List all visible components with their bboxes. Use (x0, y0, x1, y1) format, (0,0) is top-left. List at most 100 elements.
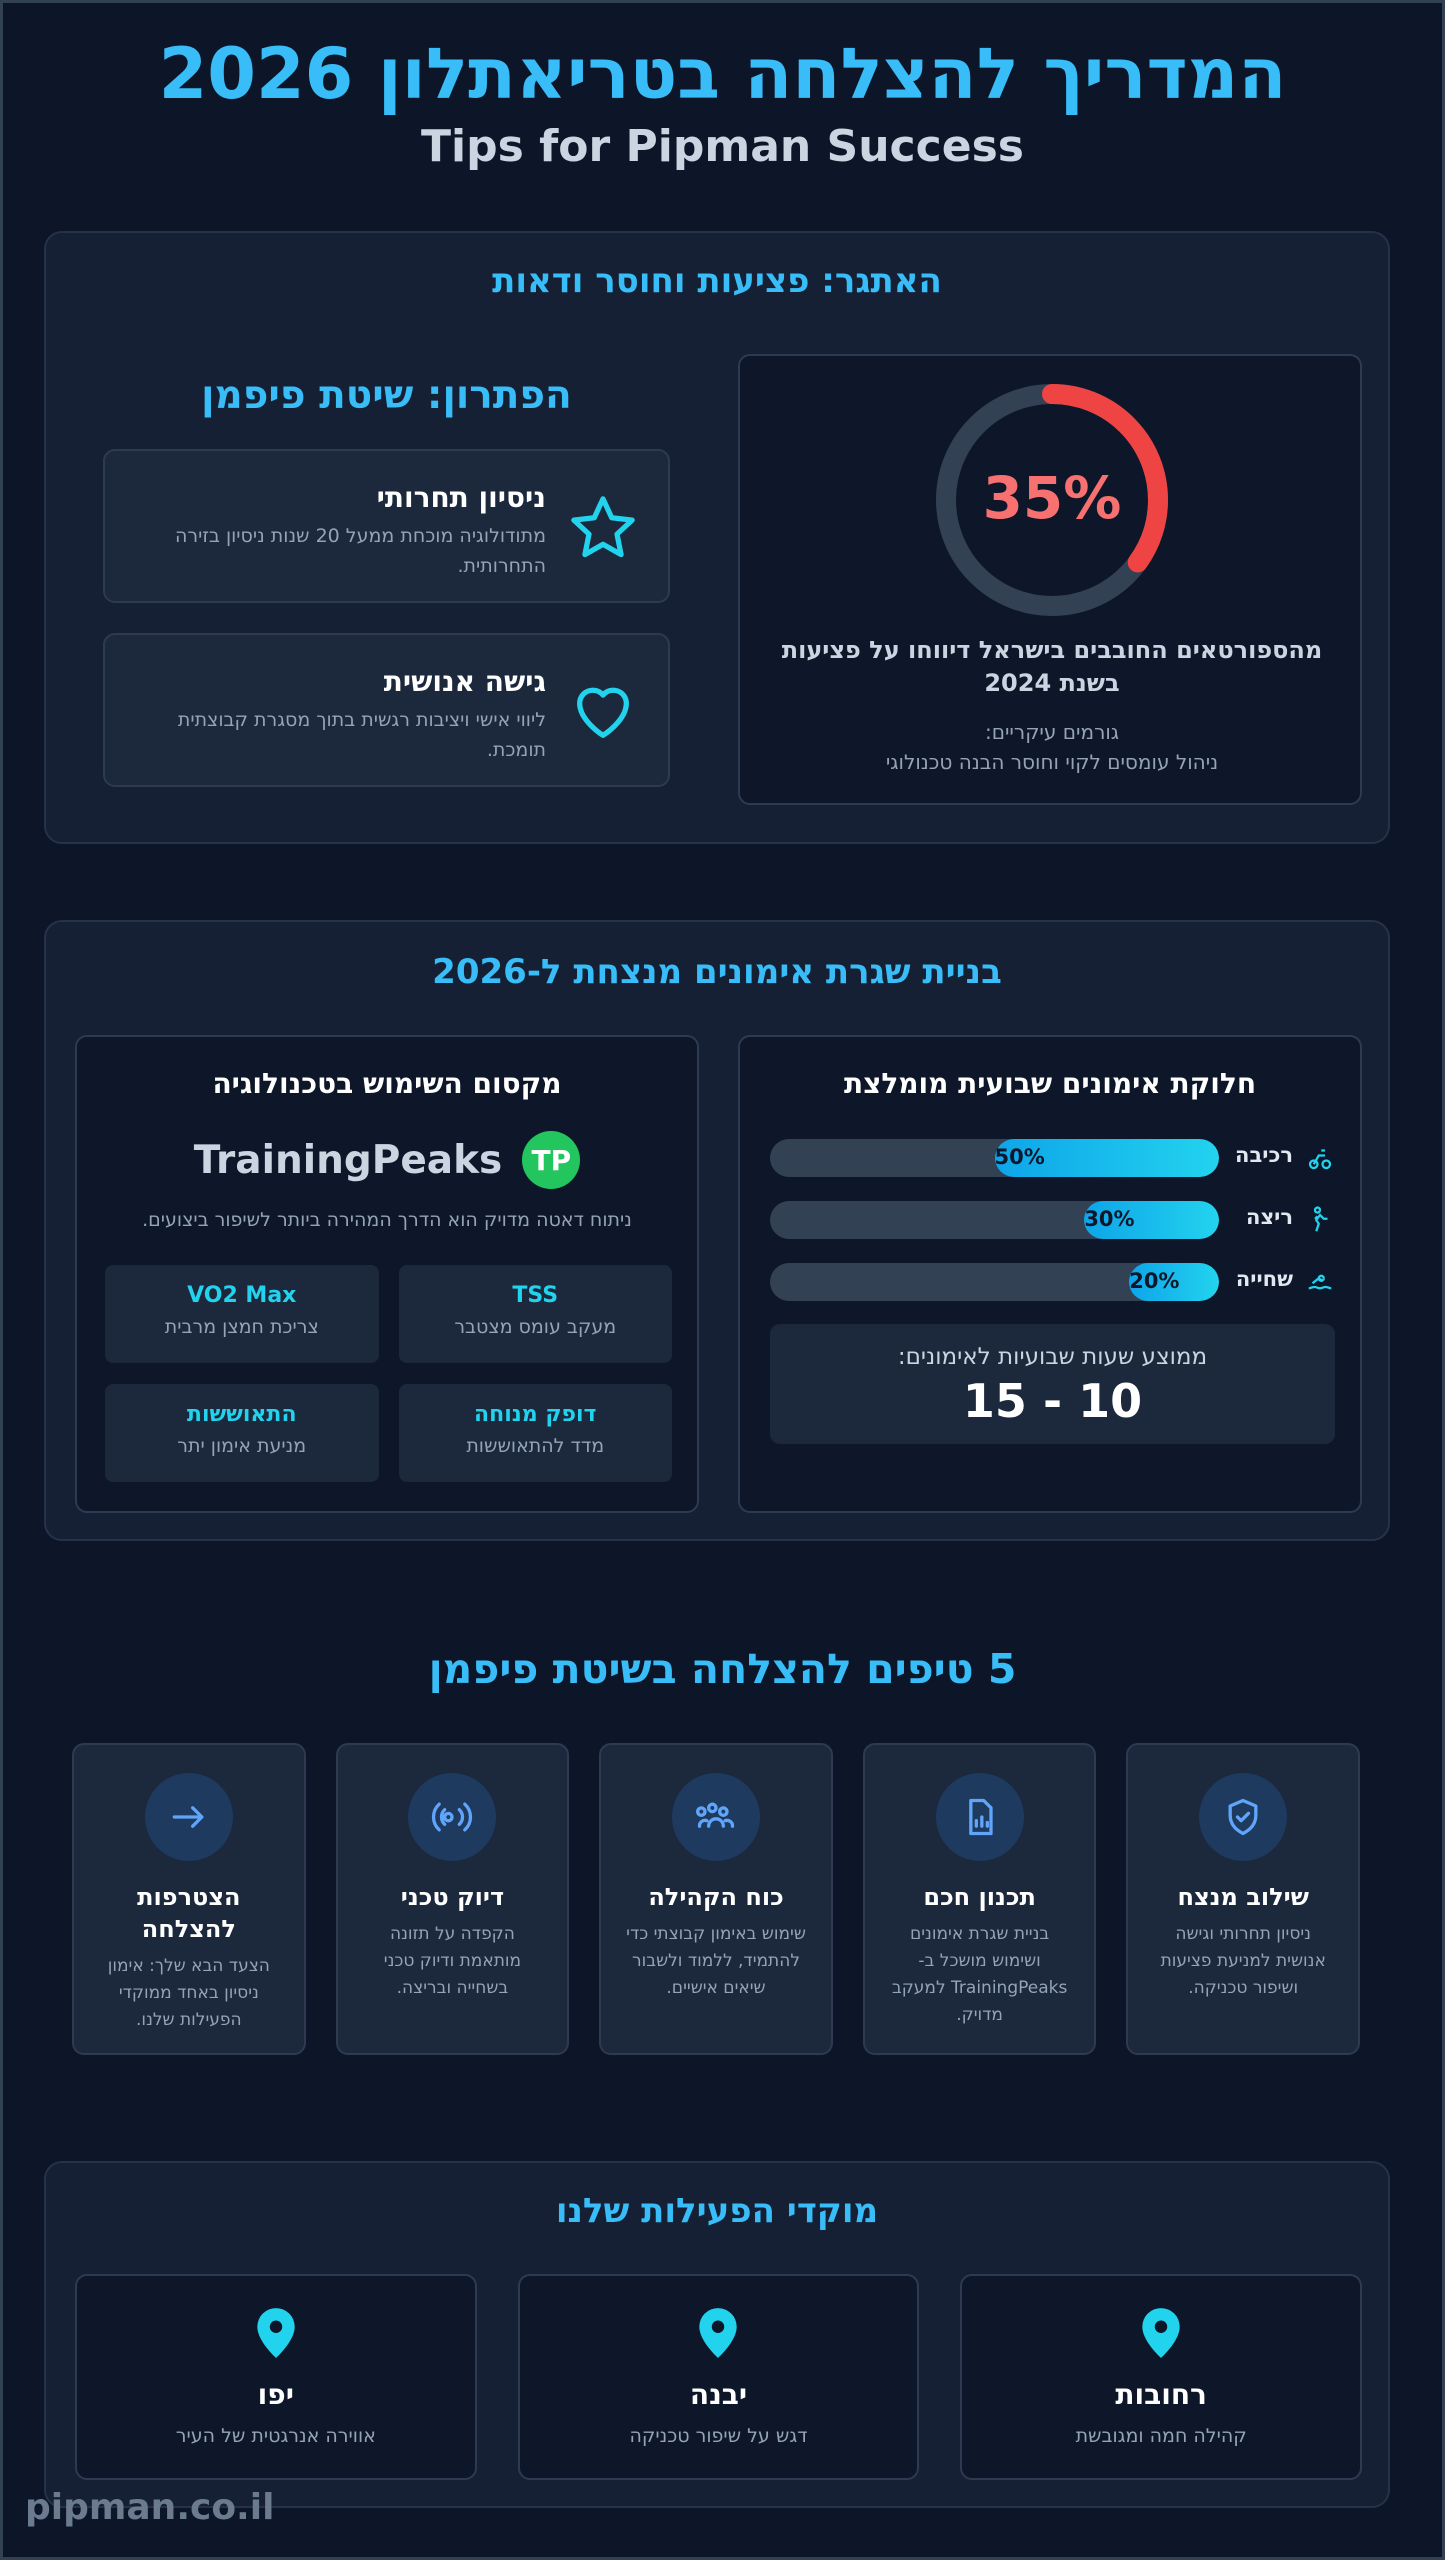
icon (696, 1802, 735, 1828)
metric-name: TSS (512, 1283, 559, 1308)
hours-box: ממוצע שעות שבועיות לאימונים: 10 - 15 (770, 1324, 1335, 1444)
metric-text: מניעת אימון יתר (177, 1435, 307, 1457)
metric-name: דופק מנוחה (474, 1402, 597, 1427)
pin-icon (257, 2308, 295, 2358)
tip-icon (1199, 1773, 1288, 1861)
metric: דופק מנוחה מדד להתאוששות (398, 1384, 672, 1482)
section-heading: מוקדי הפעילות שלנו (555, 2191, 879, 2231)
bar-track: 30% (770, 1201, 1219, 1239)
location-name: יבנה (689, 2378, 748, 2411)
heart-icon (577, 687, 629, 738)
tech-text: ניתוח דאטה מדויק הוא הדרך המהירה ביותר ל… (142, 1209, 632, 1231)
location-card: רחובות קהילה חמה ומגובשת (960, 2274, 1362, 2480)
metric: התאוששות מניעת אימון יתר (105, 1384, 379, 1482)
metric: VO2 Max צריכת חמצן מרבית (105, 1265, 379, 1363)
tip-text: בניית שגרת אימונים ושימוש מושכל ב-Traini… (891, 1924, 1068, 2025)
metric-text: צריכת חמצן מרבית (164, 1316, 319, 1338)
tip-icon (672, 1773, 761, 1861)
tip-icon (144, 1773, 233, 1861)
brand: TrainingPeaks (193, 1137, 503, 1183)
factors-title: גורמים עיקריים: (984, 720, 1120, 744)
icon (432, 1802, 473, 1832)
card-title: גישה אנושית (383, 665, 546, 698)
tip-text: הקפדה על תזונה מותאמת ודיוק טכני בשחייה … (383, 1924, 522, 1998)
card-text: מתודולוגיה מוכחת ממעל 20 שנות ניסיון בזי… (174, 525, 546, 577)
star-icon (571, 496, 635, 558)
stat-label: 35% (983, 464, 1122, 532)
icon (172, 1806, 204, 1828)
section-heading: בניית שגרת אימונים מנצחת ל-2026 (432, 952, 1002, 992)
bar-track: 50% (770, 1139, 1219, 1177)
bar-row: 20% שחייה (770, 1263, 1335, 1301)
subtitle: Tips for Pipman Success (421, 121, 1024, 172)
bar-label: 50% (994, 1145, 1045, 1169)
tech-title: מקסום השימוש בטכנולוגיה (212, 1067, 562, 1100)
section-heading: האתגר: פציעות וחוסר ודאות (492, 261, 942, 301)
bar-icon (1308, 1149, 1332, 1170)
location-card: יפו אווירה אנרגטית של העיר (74, 2274, 477, 2480)
title: המדריך להצלחה בטריאתלון 2026 (158, 33, 1287, 115)
challenge-section: האתגר: פציעות וחוסר ודאות 35% מהספורטאים… (44, 231, 1390, 844)
icon (968, 1798, 993, 1836)
bar-name: שחייה (1235, 1267, 1293, 1291)
bar-label: 20% (1129, 1269, 1180, 1293)
bar-label: 30% (1084, 1207, 1135, 1231)
tip-card: דיוק טכני הקפדה על תזונה מותאמת ודיוק טכ… (335, 1743, 570, 2055)
tip-text: ניסיון תחרותי וגישה אנושית למניעת פציעות… (1160, 1924, 1326, 1998)
pin-icon (699, 2308, 738, 2358)
hours: 10 - 15 (962, 1374, 1143, 1428)
challenge-box: 35% מהספורטאים החובבים בישראל דיווחו על … (738, 354, 1362, 805)
solution-heading: הפתרון: שיטת פיפמן (201, 373, 572, 418)
location-text: קהילה חמה ומגובשת (1075, 2425, 1247, 2447)
bar: 50% (994, 1139, 1219, 1177)
locations-section: מוקדי הפעילות שלנו רחובות קהילה חמה ומגו… (44, 2161, 1390, 2508)
tip-card: הצטרפות להצלחה הצעד הבא שלך: אימון ניסיו… (72, 1743, 306, 2055)
tip-text: שימוש באימון קבוצתי כדי להתמיד, ללמוד ול… (626, 1924, 806, 1998)
metric: TSS מעקב עומס מצטבר (398, 1265, 672, 1363)
ring: 35% (936, 384, 1168, 616)
tip-title: דיוק טכני (400, 1883, 505, 1911)
bar: 30% (1084, 1201, 1219, 1239)
metric-text: מדד להתאוששות (466, 1435, 605, 1457)
training-section: בניית שגרת אימונים מנצחת ל-2026 חלוקת אי… (44, 920, 1390, 1541)
bar-name: ריצה (1246, 1205, 1293, 1229)
footer-brand: pipman.co.il (25, 2487, 275, 2528)
tip-title: הצטרפות להצלחה (137, 1883, 241, 1943)
tip-icon (935, 1773, 1024, 1861)
solution-card: ניסיון תחרותי מתודולוגיה מוכחת ממעל 20 ש… (103, 449, 670, 603)
card-title: ניסיון תחרותי (376, 481, 546, 514)
pin-icon (1142, 2308, 1180, 2358)
metric-name: התאוששות (186, 1402, 297, 1427)
location-text: אווירה אנרגטית של העיר (175, 2425, 376, 2447)
locations: רחובות קהילה חמה ומגובשת יבנה דגש על שיפ… (74, 2274, 1362, 2480)
tips: שילוב מנצח ניסיון תחרותי וגישה אנושית למ… (72, 1743, 1360, 2055)
solution-card: גישה אנושית ליווי אישי ויציבות רגשית בתו… (103, 633, 670, 787)
bar-row: 30% ריצה (770, 1201, 1335, 1239)
bar-icon (1313, 1206, 1328, 1232)
tip-card: כוח הקהילה שימוש באימון קבוצתי כדי להתמי… (599, 1743, 833, 2055)
tip-card: תכנון חכם בניית שגרת אימונים ושימוש מושכ… (862, 1743, 1097, 2055)
split-title: חלוקת אימונים שבועית מומלצת (843, 1067, 1257, 1100)
tips-heading: 5 טיפים להצלחה בשיטת פיפמן (428, 1645, 1017, 1693)
stat-description: מהספורטאים החובבים בישראל דיווחו על פציע… (781, 636, 1323, 697)
bar-name: רכיבה (1235, 1143, 1293, 1167)
hours-title: ממוצע שעות שבועיות לאימונים: (897, 1344, 1208, 1370)
bar: 20% (1129, 1263, 1219, 1301)
tip-text: הצעד הבא שלך: אימון ניסיון באחד ממוקדי ה… (107, 1956, 270, 2030)
bar-row: 50% רכיבה (770, 1139, 1335, 1177)
ring-arc (936, 384, 1168, 616)
location-card: יבנה דגש על שיפור טכניקה (517, 2274, 920, 2480)
split-box: חלוקת אימונים שבועית מומלצת 50% רכיבה 30… (738, 1035, 1362, 1513)
metrics: TSS מעקב עומס מצטבר VO2 Max צריכת חמצן מ… (105, 1265, 672, 1482)
bar-icon (1308, 1274, 1332, 1290)
location-text: דגש על שיפור טכניקה (629, 2425, 808, 2447)
tip-icon (408, 1773, 497, 1861)
logo: TP (522, 1131, 581, 1189)
metric-name: VO2 Max (187, 1283, 297, 1308)
tip-title: תכנון חכם (923, 1883, 1036, 1911)
tip-title: כוח הקהילה (648, 1883, 784, 1911)
tech-box: מקסום השימוש בטכנולוגיה TP TrainingPeaks… (75, 1035, 699, 1513)
tip-card: שילוב מנצח ניסיון תחרותי וגישה אנושית למ… (1126, 1743, 1360, 2055)
bar-track: 20% (770, 1263, 1219, 1301)
